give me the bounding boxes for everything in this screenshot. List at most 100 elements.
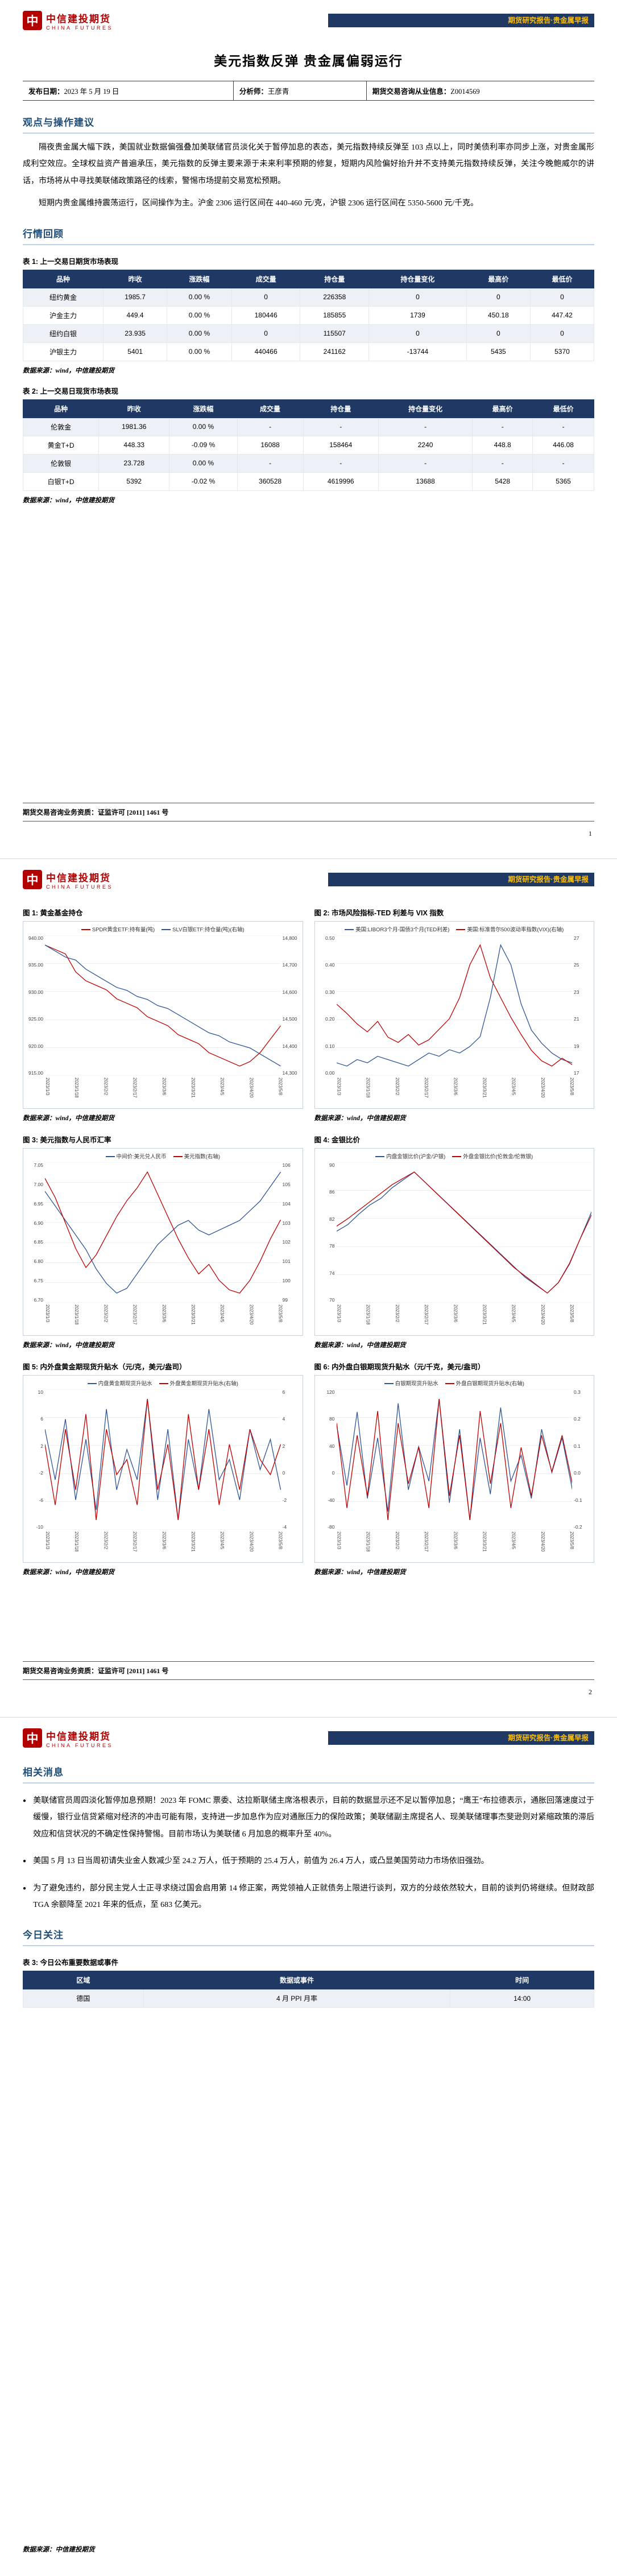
brand-logo-icon: 中 bbox=[23, 1728, 42, 1748]
figure-2-caption: 图 2: 市场风险指标-TED 利差与 VIX 指数 bbox=[314, 909, 444, 917]
table-cell: 0.00 % bbox=[167, 324, 232, 343]
table-cell: 5428 bbox=[472, 472, 533, 491]
chart-legend: SPDR黄金ETF:持有量(吨) SLV白银ETF:持仓量(吨)(右轴) bbox=[26, 925, 300, 933]
column-header: 最低价 bbox=[532, 399, 594, 418]
table-cell: 360528 bbox=[237, 472, 304, 491]
brand-text: 中信建投期货 CHINA FUTURES bbox=[46, 870, 113, 890]
table-cell: -0.02 % bbox=[169, 472, 238, 491]
y-axis-right: 6 4 2 0 -2 -4 bbox=[282, 1389, 287, 1530]
data-table: 品种 昨收 涨跌幅 成交量 持仓量 持仓量变化 最高价 最低价 纽约黄金 1985.7 0.00 %… bbox=[22, 269, 595, 361]
table-cell: 纽约白银 bbox=[22, 324, 104, 343]
chart-plot bbox=[337, 1389, 573, 1530]
figure-3-caption: 图 3: 美元指数与人民币汇率 bbox=[23, 1136, 111, 1144]
x-axis: 2023/1/3 2023/1/18 2023/2/2 2023/2/17 2023/3… bbox=[45, 1304, 283, 1325]
page-header: 中 中信建投期货 CHINA FUTURES 期货研究报告·贵金属早报 bbox=[23, 859, 594, 892]
table-cell: - bbox=[532, 417, 594, 436]
data-source-note: 数据来源：wind，中信建投期货 bbox=[23, 1342, 115, 1349]
data-source-note: 数据来源：wind，中信建投期货 bbox=[23, 367, 115, 374]
page-3: 中 中信建投期货 CHINA FUTURES 期货研究报告·贵金属早报 相关消息… bbox=[0, 1717, 617, 2575]
news-item: 为了避免违约，部分民主党人士正寻求绕过国会启用第 14 修正案，两党领袖人正就债… bbox=[23, 1880, 594, 1914]
publish-date-label: 发布日期： bbox=[28, 88, 64, 96]
legend-item: 白银期现货升贴水 bbox=[384, 1379, 438, 1387]
column-header: 昨收 bbox=[103, 269, 168, 288]
table-cell: 0.00 % bbox=[169, 417, 238, 436]
report-title: 美元指数反弹 贵金属偏弱运行 bbox=[214, 54, 403, 68]
report-series-banner: 期货研究报告·贵金属早报 bbox=[328, 14, 594, 27]
column-header: 最低价 bbox=[529, 269, 595, 288]
table-row: 沪金主力 449.4 0.00 % 180446 185855 1739 450.18 447… bbox=[22, 306, 595, 325]
legend-item: 外盘金银比价(伦敦金/伦敦银) bbox=[452, 1152, 533, 1160]
y-axis-left: 0.50 0.40 0.30 0.20 0.10 0.00 bbox=[325, 935, 335, 1076]
table-cell: 5365 bbox=[532, 472, 594, 491]
table-cell: 0.00 % bbox=[167, 287, 232, 307]
report-series-banner: 期货研究报告·贵金属早报 bbox=[328, 873, 594, 886]
chart-plot bbox=[337, 1162, 592, 1303]
analyst-label: 分析师： bbox=[239, 88, 268, 96]
brand-name-en: CHINA FUTURES bbox=[46, 24, 114, 31]
page-header: 中 中信建投期货 CHINA FUTURES 期货研究报告·贵金属早报 bbox=[23, 0, 594, 33]
brand-name-cn: 中信建投期货 bbox=[46, 872, 111, 884]
chart-plot bbox=[337, 935, 573, 1076]
table-cell: 446.08 bbox=[532, 435, 594, 455]
table-cell: 448.8 bbox=[472, 435, 533, 455]
spot-market-table: 品种 昨收 涨跌幅 成交量 持仓量 持仓量变化 最高价 最低价 伦敦金 1981.36 0.00 %… bbox=[22, 399, 594, 491]
table-cell: 伦敦银 bbox=[22, 453, 100, 473]
brand-logo: 中 中信建投期货 CHINA FUTURES bbox=[23, 1728, 113, 1748]
legend-item: 美国:LIBOR3个月-国债3个月(TED利差) bbox=[345, 925, 449, 933]
column-header: 涨跌幅 bbox=[169, 399, 238, 418]
legend-item: SPDR黄金ETF:持有量(吨) bbox=[81, 925, 155, 933]
news-item: 美国 5 月 13 日当周初请失业金人数减少至 24.2 万人，低于预期的 25… bbox=[23, 1853, 594, 1869]
x-axis: 2023/1/3 2023/1/18 2023/2/2 2023/2/17 2023/3… bbox=[336, 1304, 575, 1325]
figure-5: 图 5: 内外盘黄金期现货升贴水（元/克，美元/盎司） 内盘黄金期现货升贴水 外盘… bbox=[23, 1357, 303, 1578]
data-table: 区域 数据或事件 时间 德国 4 月 PPI 月率 14:00 bbox=[23, 1971, 594, 2008]
news-list: 美联储官员周四淡化暂停加息预期！2023 年 FOMC 票委、达拉斯联储主席洛根… bbox=[23, 1793, 594, 1913]
x-axis: 2023/1/3 2023/1/18 2023/2/2 2023/2/17 2023/3… bbox=[336, 1531, 575, 1552]
page-footer: 数据来源：中信建投期货 bbox=[23, 2540, 594, 2555]
y-axis-right: 14,800 14,700 14,600 14,500 14,400 14,300 bbox=[282, 935, 297, 1076]
section-heading-today-watch: 今日关注 bbox=[23, 1927, 594, 1947]
figure-3: 图 3: 美元指数与人民币汇率 中间价:美元兑人民币 美元指数(右轴) 7.05 7.… bbox=[23, 1130, 303, 1351]
table-cell: - bbox=[237, 417, 304, 436]
table-cell: 4619996 bbox=[303, 472, 379, 491]
page-footer: 期货交易咨询业务资质：证监许可 [2011] 1461 号 1 bbox=[23, 803, 594, 838]
column-header: 品种 bbox=[22, 269, 104, 288]
table-cell: 440466 bbox=[231, 342, 301, 361]
table-cell: 241162 bbox=[300, 342, 370, 361]
table-cell: 5370 bbox=[529, 342, 595, 361]
chart-plot bbox=[45, 1162, 281, 1303]
x-axis: 2023/1/3 2023/1/18 2023/2/2 2023/2/17 2023/3… bbox=[45, 1531, 283, 1552]
figure-5-caption: 图 5: 内外盘黄金期现货升贴水（元/克，美元/盎司） bbox=[23, 1363, 187, 1371]
page-2: 中 中信建投期货 CHINA FUTURES 期货研究报告·贵金属早报 图 1:… bbox=[0, 858, 617, 1717]
legend-item: 外盘白银期现货升贴水(右轴) bbox=[445, 1379, 524, 1387]
column-header: 涨跌幅 bbox=[167, 269, 232, 288]
advisor-license-value: Z0014569 bbox=[450, 88, 480, 96]
table-cell: 5435 bbox=[466, 342, 531, 361]
chart-gold-basis: 内盘黄金期现货升贴水 外盘黄金期现货升贴水(右轴) 10 6 2 -2 -6 -10 6 4 2 0-… bbox=[23, 1375, 303, 1563]
table-row: 黄金T+D 448.33 -0.09 % 16088 158464 2240 448.8 44… bbox=[22, 435, 594, 455]
table-cell: 1981.36 bbox=[98, 417, 170, 436]
legend-item: 外盘黄金期现货升贴水(右轴) bbox=[159, 1379, 238, 1387]
table-cell: 5392 bbox=[98, 472, 170, 491]
y-axis-left: 940.00 935.00 930.00 925.00 920.00 915.00 bbox=[28, 935, 43, 1076]
x-axis: 2023/1/3 2023/1/18 2023/2/2 2023/2/17 2023/3… bbox=[45, 1078, 283, 1098]
brand-name-cn: 中信建投期货 bbox=[46, 1731, 111, 1742]
y-axis-left: 10 6 2 -2 -6 -10 bbox=[36, 1389, 43, 1530]
table-cell: 1739 bbox=[368, 306, 467, 325]
section-heading-viewpoint: 观点与操作建议 bbox=[23, 114, 594, 134]
chart-legend: 美国:LIBOR3个月-国债3个月(TED利差) 美国:标准普尔500波动率指数(… bbox=[317, 925, 592, 933]
column-header: 成交量 bbox=[231, 269, 301, 288]
table-cell: - bbox=[237, 453, 304, 473]
table-cell: 23.728 bbox=[98, 453, 170, 473]
column-header: 持仓量 bbox=[303, 399, 379, 418]
table-cell: 13688 bbox=[378, 472, 473, 491]
table-cell: 白银T+D bbox=[22, 472, 100, 491]
table-cell: 德国 bbox=[23, 1989, 144, 2008]
publish-date: 发布日期：2023 年 5 月 19 日 bbox=[23, 81, 233, 100]
table-cell: 185855 bbox=[300, 306, 370, 325]
report-meta-bar: 发布日期：2023 年 5 月 19 日 分析师：王彦青 期货交易咨询从业信息：… bbox=[23, 81, 594, 101]
y-axis-left: 7.05 7.00 6.95 6.90 6.85 6.80 6.75 6.70 bbox=[34, 1162, 43, 1303]
figure-1-caption: 图 1: 黄金基金持仓 bbox=[23, 909, 83, 917]
table-cell: 沪银主力 bbox=[22, 342, 104, 361]
business-license-note: 期货交易咨询业务资质：证监许可 [2011] 1461 号 bbox=[23, 1661, 594, 1680]
table-cell: 0 bbox=[466, 324, 531, 343]
